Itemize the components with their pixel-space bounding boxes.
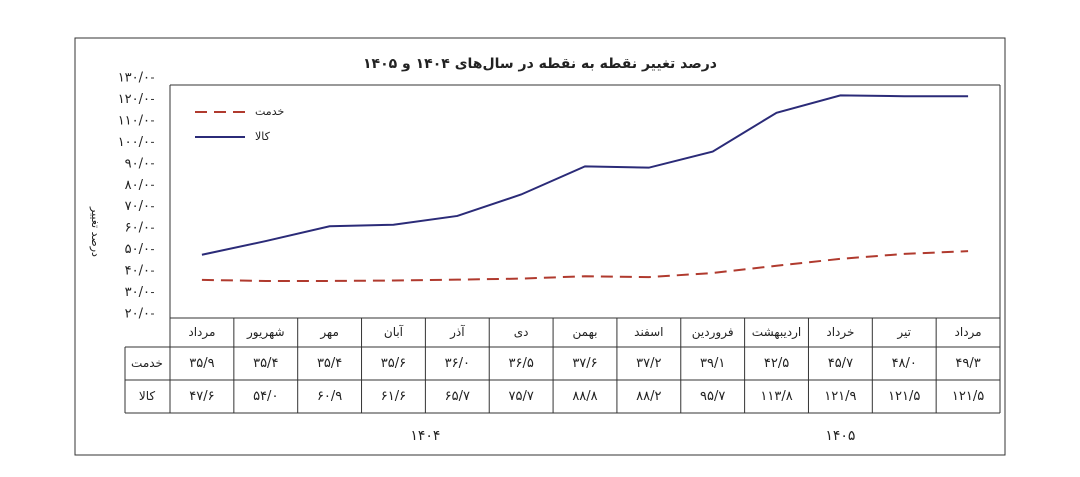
x-tick-label: آبان [384, 324, 404, 339]
table-value: ۳۷/۲ [636, 356, 661, 371]
table-value: ۳۵/۶ [381, 356, 406, 371]
table-value: ۴۵/۷ [828, 356, 853, 371]
x-tick-label: تیر [896, 325, 911, 340]
x-tick-label: بهمن [573, 325, 598, 340]
y-tick-label: ۹۰/۰ [125, 156, 150, 171]
table-value: ۸۸/۲ [636, 389, 661, 404]
table-value: ۶۵/۷ [445, 389, 470, 404]
y-tick-label: ۱۱۰/۰ [118, 113, 150, 128]
table-value: ۱۲۱/۵ [888, 389, 920, 404]
chart-title: درصد تغییر نقطه به نقطه در سال‌های ۱۴۰۴ … [363, 56, 717, 72]
table-value: ۳۶/۵ [508, 356, 533, 371]
row-header: کالا [139, 389, 156, 403]
table-value: ۴۲/۵ [764, 356, 789, 371]
x-tick-label: دی [514, 325, 529, 339]
y-tick-label: ۱۳۰/۰ [118, 71, 150, 86]
y-tick-label: ۱۲۰/۰ [118, 92, 150, 107]
series-line [201, 94, 969, 256]
y-tick-label: ۱۰۰/۰ [118, 135, 150, 150]
x-tick-label: شهریور [246, 325, 285, 340]
legend-label: خدمت [255, 105, 284, 118]
x-group-label: ۱۴۰۴ [410, 428, 440, 444]
x-tick-label: مهر [319, 325, 339, 340]
table-value: ۴۷/۶ [189, 389, 214, 404]
table-value: ۷۵/۷ [508, 389, 533, 404]
y-tick-label: ۳۰/۰ [125, 285, 150, 300]
x-tick-label: فروردین [692, 325, 734, 340]
x-tick-label: مرداد [955, 325, 982, 340]
x-tick-label: مرداد [188, 325, 215, 340]
legend-label: کالا [255, 130, 271, 143]
table-value: ۱۱۳/۸ [760, 389, 792, 404]
table-value: ۴۹/۳ [955, 356, 980, 371]
table-value: ۳۶/۰ [445, 356, 470, 371]
series-line [201, 250, 969, 282]
y-tick-label: ۴۰/۰ [125, 264, 150, 279]
table-value: ۹۵/۷ [700, 389, 725, 404]
table-value: ۴۸/۰ [892, 356, 917, 371]
y-tick-label: ۵۰/۰ [125, 242, 150, 257]
table-value: ۶۱/۶ [381, 389, 406, 404]
table-value: ۵۴/۰ [253, 389, 278, 404]
x-tick-label: خرداد [826, 325, 854, 340]
y-tick-label: ۸۰/۰ [125, 178, 150, 193]
y-axis-label: درصد تغییر [89, 206, 102, 257]
y-tick-label: ۷۰/۰ [125, 199, 150, 214]
x-tick-label: آذر [449, 324, 465, 340]
table-value: ۳۵/۴ [253, 356, 278, 371]
table-value: ۳۵/۴ [317, 356, 342, 371]
outer-frame [74, 37, 1006, 456]
table-value: ۳۵/۹ [189, 356, 214, 371]
table-value: ۶۰/۹ [317, 389, 342, 404]
y-tick-label: ۲۰/۰ [125, 307, 150, 322]
table-value: ۱۲۱/۵ [952, 389, 984, 404]
table-value: ۳۷/۶ [572, 356, 597, 371]
x-group-label: ۱۴۰۵ [825, 428, 855, 444]
row-header: خدمت [131, 356, 163, 370]
x-tick-label: اسفند [634, 325, 663, 339]
y-tick-label: ۶۰/۰ [125, 221, 150, 236]
x-tick-label: اردیبهشت [752, 325, 801, 340]
table-value: ۸۸/۸ [572, 389, 597, 404]
table-value: ۱۲۱/۹ [824, 389, 856, 404]
table-value: ۳۹/۱ [700, 356, 725, 371]
